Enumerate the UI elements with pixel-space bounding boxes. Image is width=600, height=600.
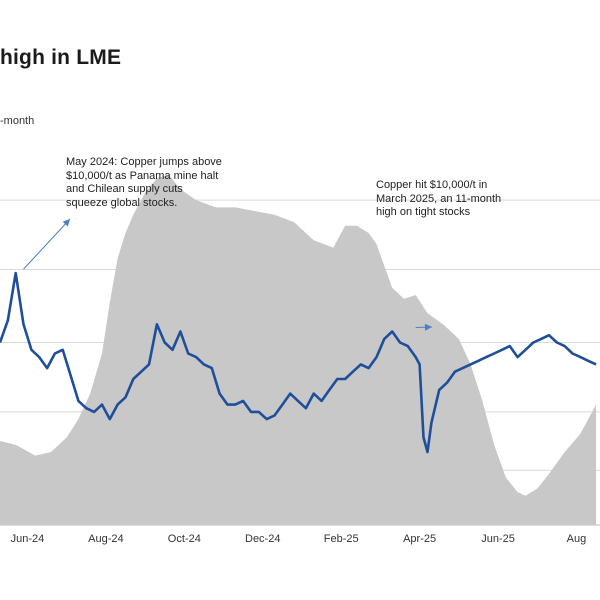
x-tick-label-0: Jun-24 xyxy=(11,533,45,545)
annotation-arrow-2 xyxy=(415,323,433,331)
annotation-march-2025: Copper hit $10,000/t in March 2025, an 1… xyxy=(376,179,502,218)
x-tick-label-2: Oct-24 xyxy=(168,533,201,545)
x-tick-label-5: Apr-25 xyxy=(403,533,436,545)
annotation-may-2024: May 2024: Copper jumps above $10,000/t a… xyxy=(66,156,222,209)
x-tick-label-3: Dec-24 xyxy=(245,533,280,545)
x-tick-label-1: Aug-24 xyxy=(88,533,123,545)
chart-subtitle: -month xyxy=(0,115,35,127)
x-tick-label-6: Jun-25 xyxy=(481,533,515,545)
annotation-arrow-1 xyxy=(23,218,71,270)
stocks-area-series xyxy=(0,174,597,525)
chart-title: high in LME xyxy=(0,46,122,69)
x-tick-label-7: Aug xyxy=(567,533,587,545)
copper-price-line xyxy=(0,271,597,454)
x-tick-label-4: Feb-25 xyxy=(324,533,359,545)
